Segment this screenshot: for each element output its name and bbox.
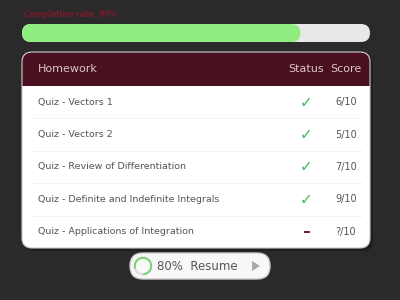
FancyBboxPatch shape bbox=[22, 52, 370, 86]
Text: Quiz - Review of Differentiation: Quiz - Review of Differentiation bbox=[38, 163, 186, 172]
Text: 5/10: 5/10 bbox=[335, 130, 357, 140]
Wedge shape bbox=[134, 257, 152, 275]
Text: Homework: Homework bbox=[38, 64, 98, 74]
Text: Status: Status bbox=[288, 64, 324, 74]
FancyBboxPatch shape bbox=[22, 24, 370, 42]
FancyBboxPatch shape bbox=[25, 55, 373, 251]
Text: Quiz - Vectors 2: Quiz - Vectors 2 bbox=[38, 130, 113, 139]
Text: ?/10: ?/10 bbox=[336, 227, 356, 237]
Polygon shape bbox=[252, 261, 260, 271]
Circle shape bbox=[136, 260, 150, 272]
Text: ✓: ✓ bbox=[300, 192, 312, 207]
Text: 7/10: 7/10 bbox=[335, 162, 357, 172]
Text: ✓: ✓ bbox=[300, 95, 312, 110]
FancyBboxPatch shape bbox=[22, 52, 370, 248]
Circle shape bbox=[134, 257, 152, 275]
Text: Quiz - Vectors 1: Quiz - Vectors 1 bbox=[38, 98, 113, 107]
Text: Score: Score bbox=[330, 64, 362, 74]
Text: Quiz - Definite and Indefinite Integrals: Quiz - Definite and Indefinite Integrals bbox=[38, 195, 219, 204]
Text: 80%  Resume: 80% Resume bbox=[157, 260, 238, 272]
Text: 6/10: 6/10 bbox=[335, 97, 357, 107]
FancyBboxPatch shape bbox=[22, 24, 300, 42]
Text: 9/10: 9/10 bbox=[335, 194, 357, 204]
Bar bbox=[22, 76, 370, 86]
Text: –: – bbox=[302, 224, 310, 239]
Text: Completion rate  80%: Completion rate 80% bbox=[24, 10, 117, 19]
Text: ✓: ✓ bbox=[300, 127, 312, 142]
Text: ✓: ✓ bbox=[300, 160, 312, 175]
Text: Quiz - Applications of Integration: Quiz - Applications of Integration bbox=[38, 227, 194, 236]
FancyBboxPatch shape bbox=[130, 253, 270, 279]
